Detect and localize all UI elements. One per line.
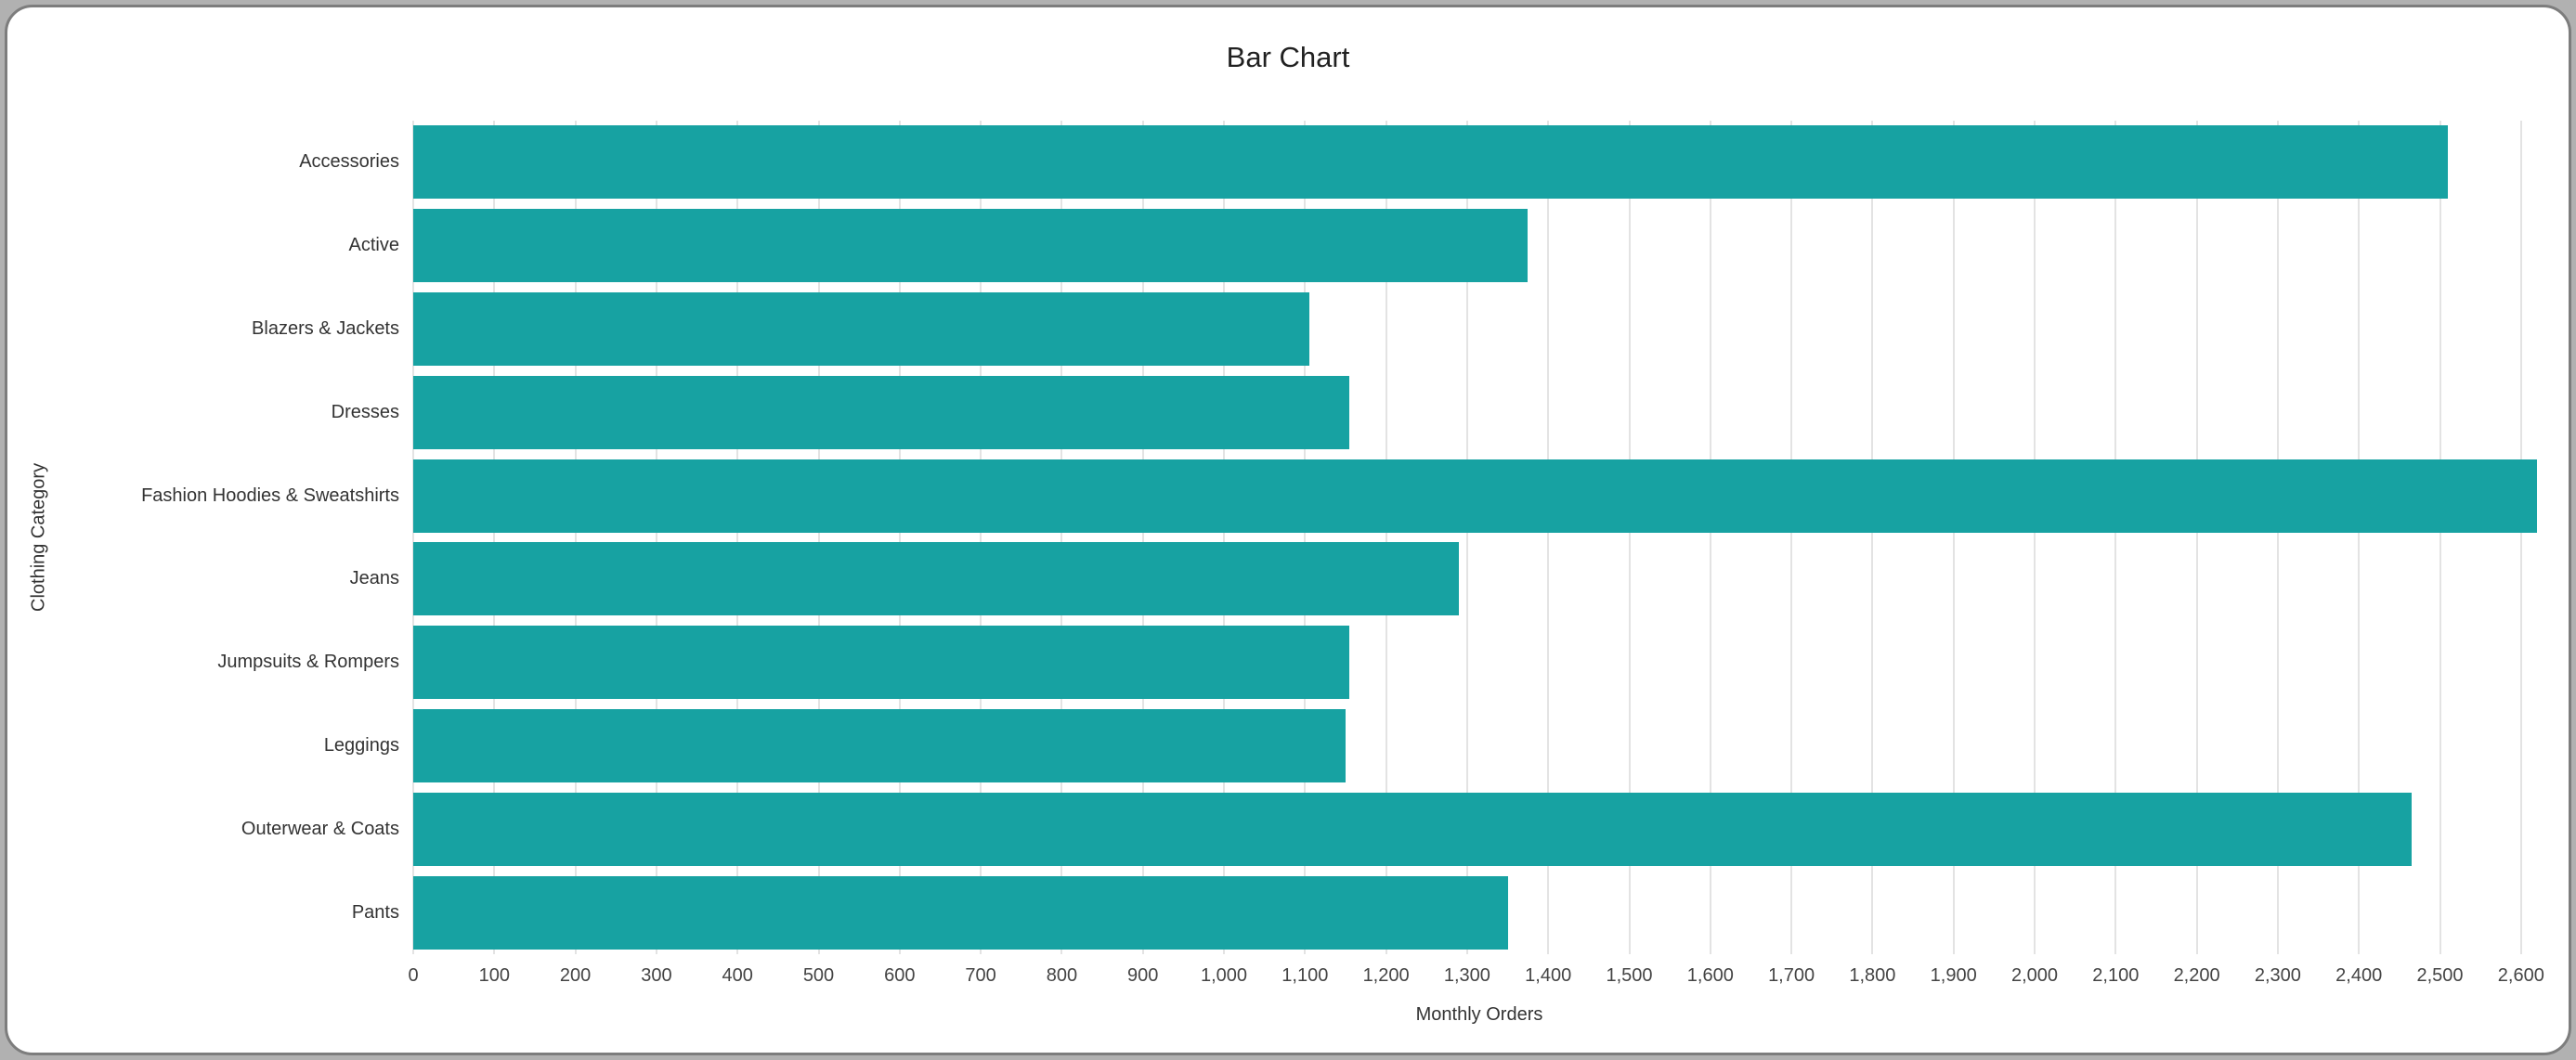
- gridline: [1060, 121, 1063, 954]
- gridline: [2034, 121, 2036, 954]
- category-label: Pants: [351, 901, 399, 923]
- gridline: [1871, 121, 1874, 954]
- plot-area: [412, 121, 2545, 954]
- category-label: Outerwear & Coats: [241, 818, 399, 839]
- x-tick-label: 1,300: [1443, 965, 1490, 986]
- x-tick-label: 2,300: [2254, 965, 2301, 986]
- bar: [413, 626, 1350, 700]
- gridline: [2195, 121, 2198, 954]
- x-tick-label: 200: [559, 965, 592, 986]
- x-tick-label: 1,400: [1525, 965, 1572, 986]
- gridline: [493, 121, 496, 954]
- gridline: [412, 121, 414, 954]
- category-label: Fashion Hoodies & Sweatshirts: [141, 485, 399, 506]
- y-axis-title: Clothing Category: [28, 462, 49, 613]
- gridline: [736, 121, 739, 954]
- gridline: [1547, 121, 1550, 954]
- bar-row: [413, 288, 2545, 371]
- x-tick-label: 800: [1046, 965, 1078, 986]
- bar-row: [413, 787, 2545, 871]
- gridline: [980, 121, 982, 954]
- gridlines: [412, 121, 2545, 954]
- x-tick-label: 2,600: [2497, 965, 2544, 986]
- x-tick-label: 600: [884, 965, 916, 986]
- gridline: [1141, 121, 1144, 954]
- gridline: [2276, 121, 2279, 954]
- gridline: [2519, 121, 2522, 954]
- x-tick-label: 2,500: [2416, 965, 2464, 986]
- bar: [413, 875, 1508, 950]
- bar: [413, 291, 1309, 366]
- gridline: [2439, 121, 2441, 954]
- gridline: [1223, 121, 1225, 954]
- x-tick-label: 1,700: [1768, 965, 1815, 986]
- category-label: Jumpsuits & Rompers: [217, 652, 399, 673]
- bar: [413, 459, 2538, 533]
- x-tick-label: 500: [802, 965, 835, 986]
- gridline: [1385, 121, 1387, 954]
- gridline: [574, 121, 577, 954]
- gridline: [2358, 121, 2361, 954]
- category-label: Dresses: [331, 401, 399, 422]
- category-label: Jeans: [349, 568, 399, 589]
- bars: [413, 121, 2545, 954]
- bar: [413, 542, 1460, 616]
- gridline: [655, 121, 657, 954]
- bar: [413, 375, 1350, 449]
- x-tick-label: 1,500: [1606, 965, 1653, 986]
- gridline: [1304, 121, 1307, 954]
- bar-row: [413, 537, 2545, 621]
- x-tick-label: 700: [965, 965, 996, 986]
- gridline: [1709, 121, 1711, 954]
- x-tick-label: 0: [408, 965, 419, 986]
- x-tick-label: 1,800: [1849, 965, 1896, 986]
- bar-row: [413, 204, 2545, 288]
- category-label: Accessories: [299, 151, 399, 173]
- gridline: [1628, 121, 1631, 954]
- bar-row: [413, 454, 2545, 537]
- category-labels: Accessories Active Blazers & Jackets Dresse…: [63, 121, 399, 954]
- x-tick-label: 1,900: [1930, 965, 1977, 986]
- x-tick-label: 300: [641, 965, 672, 986]
- x-tick-label: 900: [1127, 965, 1159, 986]
- x-tick-label: 1,200: [1362, 965, 1410, 986]
- category-label: Blazers & Jackets: [252, 317, 399, 339]
- gridline: [898, 121, 901, 954]
- category-label: Leggings: [323, 734, 399, 756]
- x-tick-labels: 0 100 200 300 400 500 600 700 800 900 1,000 1,100 1,…: [408, 965, 2545, 991]
- bar: [413, 708, 1346, 782]
- x-tick-label: 1,000: [1200, 965, 1248, 986]
- bar: [413, 792, 2412, 866]
- gridline: [1790, 121, 1793, 954]
- gridline: [1952, 121, 1955, 954]
- bar-row: [413, 871, 2545, 954]
- gridline: [817, 121, 820, 954]
- bar: [413, 209, 1529, 283]
- x-tick-label: 1,600: [1686, 965, 1734, 986]
- gridline: [2114, 121, 2117, 954]
- chart-card: Bar Chart Clothing Category Accessories A…: [5, 5, 2571, 1055]
- x-tick-label: 100: [478, 965, 510, 986]
- x-tick-label: 2,100: [2092, 965, 2140, 986]
- x-tick-label: 2,000: [2010, 965, 2059, 986]
- bar-row: [413, 370, 2545, 454]
- bar-row: [413, 621, 2545, 705]
- bar: [413, 125, 2449, 200]
- x-tick-label: 1,100: [1281, 965, 1329, 986]
- x-tick-label: 400: [722, 965, 753, 986]
- bar-row: [413, 121, 2545, 204]
- bar-row: [413, 705, 2545, 788]
- gridline: [1465, 121, 1468, 954]
- x-axis-title: Monthly Orders: [1415, 1004, 1543, 1025]
- category-label: Active: [348, 235, 399, 256]
- chart-title: Bar Chart: [1226, 41, 1350, 73]
- x-tick-label: 2,200: [2173, 965, 2220, 986]
- x-tick-label: 2,400: [2335, 965, 2383, 986]
